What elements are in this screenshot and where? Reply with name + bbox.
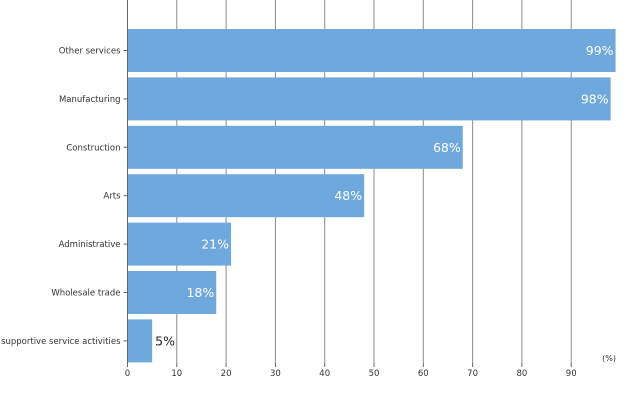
x-tick-label-0: 0 [125,369,130,379]
category-label-0: Other services [59,47,121,57]
bar-2 [127,125,463,169]
category-label-3: Arts [103,192,121,202]
bar-0 [127,29,616,72]
x-axis-ticks: 0 10 20 30 40 50 60 70 80 90 [125,363,577,379]
x-tick-label-30: 30 [270,369,281,379]
unit-label: (%) [602,354,616,363]
data-label-2: 68% [433,140,461,155]
bar-4 [127,222,232,266]
bar-1 [127,77,611,121]
category-label-1: Manufacturing [59,95,121,105]
x-tick-label-70: 70 [467,369,478,379]
data-label-3: 48% [334,188,362,203]
category-label-6: d supportive service activities [0,337,121,347]
bar-3 [127,174,365,218]
data-label-6: 5% [155,333,175,348]
x-tick-label-20: 20 [221,369,232,379]
category-label-4: Administrative [59,240,121,250]
x-tick-label-50: 50 [369,369,380,379]
data-label-5: 18% [186,285,214,300]
data-label-1: 98% [581,91,609,106]
category-labels: Other services Manufacturing Construction A… [0,47,121,347]
data-label-0: 99% [586,43,614,58]
bar-6 [127,319,153,363]
x-tick-label-90: 90 [566,369,577,379]
bars: 99% 98% 68% 48% 21% 18% 5% [127,29,616,363]
x-tick-label-10: 10 [171,369,182,379]
x-tick-label-60: 60 [418,369,429,379]
category-label-2: Construction [66,143,120,153]
y-axis [123,0,128,363]
data-label-4: 21% [201,237,229,252]
x-tick-label-40: 40 [319,369,330,379]
bar-5 [127,271,217,314]
category-label-5: Wholesale trade [51,289,120,299]
x-tick-label-80: 80 [516,369,527,379]
